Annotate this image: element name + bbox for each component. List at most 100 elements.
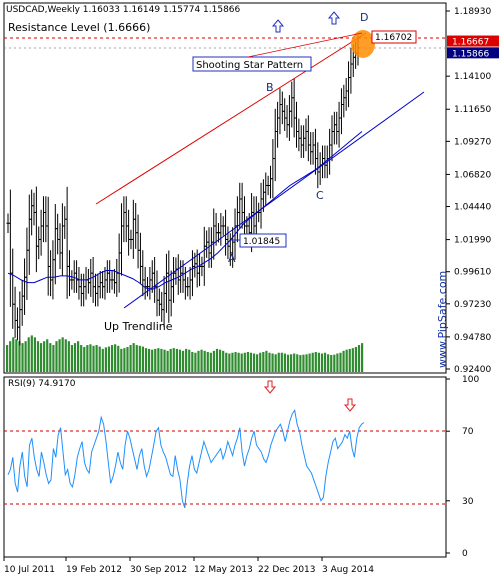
volume-bar (86, 345, 89, 372)
watermark: www.PipSafe.com (436, 271, 449, 368)
volume-bar (89, 344, 92, 372)
resistance-price-tag (447, 35, 499, 47)
volume-bar (212, 350, 216, 372)
volume-bar (320, 353, 324, 372)
volume-bar (104, 347, 107, 372)
volume-bar (296, 354, 299, 372)
volume-bar (36, 341, 40, 372)
volume-bar (252, 353, 256, 372)
volume-bar (114, 344, 117, 372)
rsi-tick-label: 70 (462, 427, 474, 437)
point-d-label: D (360, 11, 368, 24)
volume-bar (277, 352, 280, 372)
volume-bar (206, 351, 209, 372)
volume-bar (107, 346, 111, 372)
volume-bar (351, 348, 354, 372)
price-bars (6, 35, 360, 346)
volume-bar (144, 348, 148, 372)
point-c-label: C (316, 189, 324, 202)
volume-bar (268, 352, 271, 372)
x-tick-label: 10 Jul 2011 (4, 565, 55, 575)
volume-bar (166, 350, 169, 372)
x-tick-label: 3 Aug 2014 (322, 565, 374, 575)
symbol-header: USDCAD,Weekly 1.16033 1.16149 1.15774 1.… (6, 5, 241, 15)
upper-trendline (95, 32, 367, 205)
volume-bar (141, 346, 145, 372)
price-tick-label: 0.94780 (454, 333, 491, 343)
x-tick-label: 30 Sep 2012 (130, 565, 187, 575)
volume-bar (138, 345, 141, 372)
volume-bar (265, 350, 268, 372)
price-tick-label: 1.04440 (454, 203, 491, 213)
volume-bar (249, 352, 253, 372)
volume-bar (24, 341, 27, 372)
volume-bar (191, 351, 194, 372)
volume-bar (58, 339, 61, 372)
volume-bar (234, 351, 237, 372)
price-tick-label: 1.11650 (454, 105, 491, 115)
volume-bar (311, 352, 314, 372)
volume-bar (123, 348, 126, 372)
volume-bar (317, 352, 320, 372)
volume-bar (110, 345, 114, 372)
rsi-y-axis: 100 70 30 0 (446, 375, 479, 559)
volume-bar (6, 345, 9, 372)
x-tick-label: 22 Dec 2013 (258, 565, 316, 575)
resistance-price-label: 1.16667 (452, 38, 489, 48)
volume-bar (194, 352, 197, 372)
volume-bar (154, 348, 157, 372)
volume-bar (61, 337, 64, 372)
volume-bar (21, 343, 24, 372)
point-b-label: B (266, 81, 274, 94)
volume-bar (129, 345, 132, 372)
volume-bar (256, 354, 259, 372)
volume-bar (181, 350, 185, 372)
volume-bar (9, 341, 12, 372)
volume-bar (126, 346, 129, 372)
volume-bar (314, 351, 317, 372)
volume-bar (357, 345, 361, 372)
point-a-label: A (228, 252, 236, 265)
volume-bar (169, 348, 172, 372)
rsi-tick-label: 0 (462, 549, 468, 559)
volume-bar (67, 341, 70, 372)
rsi-title: RSI(9) 74.9170 (8, 379, 76, 389)
volume-bar (302, 354, 305, 372)
current-price-tag (447, 47, 499, 59)
volume-bar (215, 348, 219, 372)
volume-bar (95, 345, 98, 372)
up-trendline-label: Up Trendline (104, 320, 173, 333)
volume-bar (132, 343, 135, 372)
volume-bar (305, 354, 308, 372)
price-panel-frame (3, 2, 447, 374)
volume-bar (163, 349, 166, 372)
volume-bar (49, 343, 52, 372)
volume-bar (83, 346, 86, 372)
volume-bar (73, 343, 77, 372)
volume-bar (160, 348, 163, 372)
shooting-star-label: Shooting Star Pattern (196, 60, 303, 71)
price-tick-label: 0.92400 (454, 365, 491, 375)
volume-bar (120, 348, 123, 372)
volume-bar (188, 349, 191, 372)
peak-box (371, 30, 417, 44)
volume-bar (15, 339, 18, 372)
rsi-panel-frame (3, 376, 447, 558)
price-y-axis: 1.18930 1.14100 1.11650 1.09270 1.06820 1.044… (446, 7, 491, 375)
volume-bar (18, 341, 21, 372)
volume-bar (246, 351, 249, 372)
price-tick-label: 1.14100 (454, 72, 491, 82)
volume-bar (290, 354, 293, 372)
volume-bar (330, 355, 333, 372)
up-arrow-icon (327, 11, 341, 25)
volume-bar (172, 348, 175, 372)
volume-bar (225, 352, 228, 372)
volume-bar (259, 352, 262, 372)
volume-bar (203, 350, 206, 372)
volume-bar (52, 345, 55, 372)
volume-bar (70, 345, 74, 372)
price-tick-label: 1.06820 (454, 170, 491, 180)
resistance-level-label: Resistance Level (1.6666) (8, 21, 150, 34)
